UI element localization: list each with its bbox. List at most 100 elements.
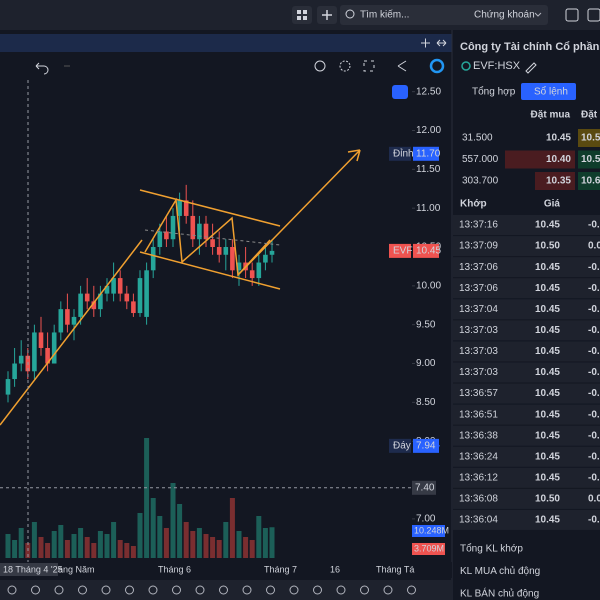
share-icon[interactable]	[397, 60, 407, 72]
trade-time: 13:37:06	[459, 283, 498, 294]
toolbar	[0, 53, 452, 79]
volume-bar	[190, 531, 196, 558]
trade-change: -0.05	[588, 472, 600, 483]
candle-body	[124, 293, 130, 302]
trade-change: -0.05	[588, 346, 600, 357]
tool-icon[interactable]	[219, 585, 228, 595]
search-icon	[345, 9, 355, 19]
volume-bar	[12, 540, 18, 558]
tool-icon[interactable]	[195, 585, 205, 595]
x-tick-label: ang Năm	[58, 564, 95, 574]
volume-bar	[269, 527, 275, 558]
volume-bar	[262, 528, 268, 558]
footer-label: KL BÁN chủ động	[460, 587, 539, 600]
tool-icon[interactable]	[172, 585, 181, 595]
status-dot	[461, 61, 471, 71]
x-axis-bg	[0, 562, 452, 578]
y-tick-label: 9.00	[416, 358, 436, 369]
tool-icon[interactable]	[148, 585, 158, 595]
trade-price: 10.45	[535, 346, 560, 357]
volume-bar	[58, 525, 64, 558]
tab[interactable]: Tổng hợp	[472, 86, 516, 98]
fullscreen-icon[interactable]	[363, 60, 375, 72]
tool-icon[interactable]	[54, 585, 64, 595]
marker-price: 10.45	[416, 246, 441, 257]
volume-label-box	[412, 543, 445, 555]
x-tick-label: Tháng 6	[158, 564, 191, 574]
undo-icon[interactable]	[35, 62, 49, 75]
tool-icon[interactable]	[101, 585, 111, 595]
candle-body	[71, 316, 77, 325]
candle-body	[38, 332, 44, 348]
tool-icon[interactable]	[383, 585, 393, 595]
tool-icon[interactable]	[313, 585, 322, 595]
book-bar	[578, 129, 600, 147]
trade-time: 13:37:16	[459, 220, 498, 231]
volume-bar	[5, 534, 11, 558]
trade-row	[453, 257, 600, 278]
volume-bar	[111, 522, 117, 558]
volume-bar	[124, 543, 130, 558]
trade-row	[453, 362, 600, 383]
tool-icon[interactable]	[242, 585, 252, 595]
market-select[interactable]: Chứng khoán	[474, 10, 535, 21]
grid-button[interactable]	[292, 6, 312, 24]
tab[interactable]: Sổ lệnh	[534, 86, 568, 98]
volume-bar	[177, 504, 183, 558]
book-bid: 10.40	[546, 154, 571, 165]
trade-row	[453, 215, 600, 235]
x-tick-label: 16	[330, 564, 340, 574]
settings-icon[interactable]	[339, 60, 351, 72]
flag-channel	[139, 189, 281, 290]
zoom-icon[interactable]	[314, 60, 326, 72]
marker-price-box	[413, 243, 439, 258]
tool-icon[interactable]	[289, 585, 299, 595]
marker-name: Đáy	[393, 441, 411, 452]
tab-strip	[0, 34, 452, 52]
volume-label: 10.248M	[414, 525, 449, 535]
y-tick-label: 9.50	[416, 319, 436, 330]
search-placeholder: Tìm kiếm...	[360, 9, 409, 21]
tool-icon[interactable]	[266, 585, 275, 595]
volume-bar	[249, 540, 255, 558]
icon	[297, 10, 301, 14]
auto-scale-button[interactable]	[392, 85, 408, 99]
search-box[interactable]	[340, 5, 548, 25]
trade-time: 13:36:08	[459, 494, 498, 505]
volume-bar	[183, 522, 189, 558]
tool-icon[interactable]	[407, 585, 416, 595]
trade-change: -0.05	[588, 262, 600, 273]
trade-change: -0.05	[588, 220, 600, 231]
tool-icon[interactable]	[7, 585, 17, 595]
book-volume: 303.700	[462, 176, 499, 187]
marker-name-box	[389, 243, 411, 258]
tab-icons[interactable]	[421, 38, 447, 48]
candle-body	[197, 223, 202, 240]
tool-icon[interactable]	[125, 585, 134, 595]
tool-icon[interactable]	[78, 585, 87, 595]
trade-time: 13:36:57	[459, 388, 498, 399]
volume-bar	[78, 528, 84, 558]
zigzag	[144, 197, 271, 277]
tool-icon[interactable]	[31, 585, 40, 595]
volume-bar	[91, 543, 97, 558]
trade-price: 10.45	[535, 262, 560, 273]
book-bar	[505, 150, 575, 169]
tool-icon[interactable]	[360, 585, 369, 595]
y-tick-label: 10.00	[416, 280, 441, 291]
volume-bar	[104, 534, 110, 558]
trade-change: 0.00	[588, 494, 600, 505]
volume-bar	[196, 528, 202, 558]
trade-price: 10.45	[535, 367, 560, 378]
candle-body	[78, 293, 83, 317]
trade-change: -0.05	[588, 283, 600, 294]
volume-bar	[38, 537, 44, 558]
volume-bar	[71, 534, 77, 558]
book-ask: 10.55	[581, 154, 600, 165]
icon[interactable]	[587, 8, 600, 22]
tool-icon[interactable]	[336, 585, 346, 595]
book-ask: 10.60	[581, 176, 600, 187]
candle-body	[150, 247, 156, 271]
footer-label: KL MUA chủ động	[460, 565, 540, 577]
icon[interactable]	[565, 8, 579, 22]
